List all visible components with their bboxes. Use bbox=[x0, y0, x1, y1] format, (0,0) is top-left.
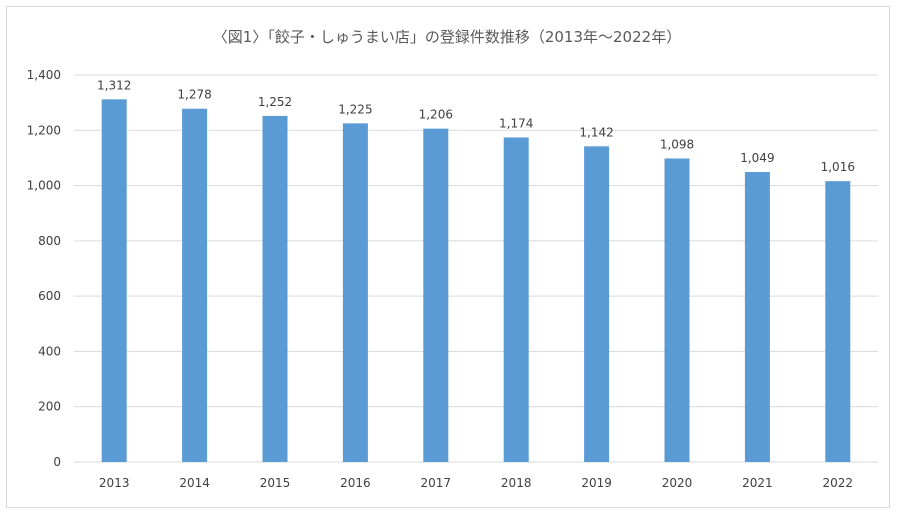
y-tick-label: 1,000 bbox=[27, 179, 61, 193]
bar-2022 bbox=[825, 181, 851, 463]
y-tick-label: 200 bbox=[38, 400, 61, 414]
data-label-2017: 1,206 bbox=[419, 108, 453, 122]
bar-2017 bbox=[423, 128, 449, 462]
bar-2014 bbox=[182, 108, 208, 462]
data-label-2019: 1,142 bbox=[579, 125, 613, 139]
bars bbox=[101, 99, 851, 463]
y-tick-label: 1,400 bbox=[27, 68, 61, 82]
data-labels: 1,312 1,278 1,252 1,225 1,206 1,174 1,142 1,098… bbox=[97, 78, 855, 174]
x-tick-label: 2013 bbox=[99, 476, 130, 490]
y-tick-label: 600 bbox=[38, 289, 61, 303]
data-label-2015: 1,252 bbox=[258, 95, 292, 109]
x-tick-label: 2016 bbox=[340, 476, 371, 490]
x-axis-labels: 2013 2014 2015 2016 2017 2018 2019 2020 2021 2022 bbox=[99, 476, 853, 490]
y-axis-labels: 0 200 400 600 800 1,000 1,200 1,400 bbox=[27, 68, 61, 469]
bar-2021 bbox=[744, 172, 770, 462]
data-label-2014: 1,278 bbox=[177, 88, 211, 102]
data-label-2016: 1,225 bbox=[338, 102, 372, 116]
bar-2013 bbox=[101, 99, 127, 462]
bar-2019 bbox=[584, 146, 610, 462]
x-tick-label: 2019 bbox=[581, 476, 612, 490]
bar-2015 bbox=[262, 115, 288, 462]
bar-2018 bbox=[503, 137, 529, 463]
chart-title: 〈図1〉「餃子・しゅうまい店」の登録件数推移（2013年～2022年） bbox=[213, 28, 681, 46]
bar-2016 bbox=[342, 123, 368, 462]
data-label-2020: 1,098 bbox=[660, 137, 694, 151]
data-label-2021: 1,049 bbox=[740, 151, 774, 165]
y-tick-label: 400 bbox=[38, 344, 61, 358]
data-label-2022: 1,016 bbox=[821, 160, 855, 174]
x-tick-label: 2014 bbox=[179, 476, 210, 490]
x-tick-label: 2020 bbox=[662, 476, 693, 490]
x-tick-label: 2021 bbox=[742, 476, 773, 490]
y-tick-label: 0 bbox=[53, 455, 61, 469]
x-tick-label: 2017 bbox=[421, 476, 452, 490]
x-tick-label: 2018 bbox=[501, 476, 532, 490]
gridlines bbox=[74, 74, 878, 463]
x-tick-label: 2015 bbox=[260, 476, 291, 490]
data-label-2013: 1,312 bbox=[97, 78, 131, 92]
y-tick-label: 800 bbox=[38, 234, 61, 248]
y-tick-label: 1,200 bbox=[27, 123, 61, 137]
data-label-2018: 1,174 bbox=[499, 116, 533, 130]
bar-2020 bbox=[664, 158, 690, 462]
x-tick-label: 2022 bbox=[823, 476, 854, 490]
